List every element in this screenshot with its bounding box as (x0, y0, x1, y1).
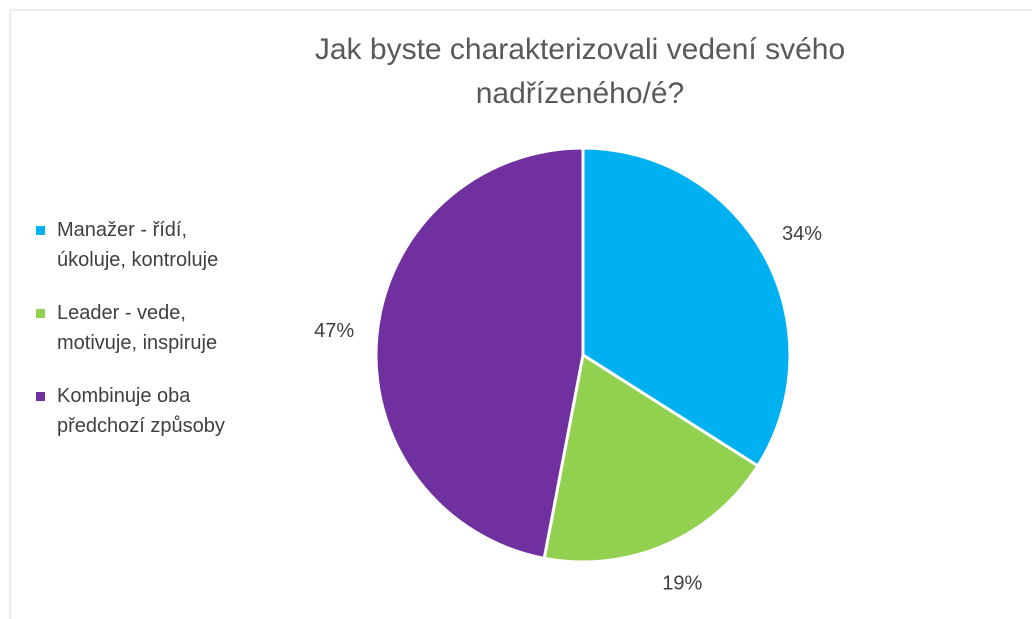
legend-item: Manažer - řídí, úkoluje, kontroluje (36, 215, 242, 275)
pie-slice (374, 146, 585, 561)
pie-slice (542, 352, 760, 564)
legend-label: Kombinuje oba předchozí způsoby (57, 385, 225, 437)
legend-label: Leader - vede, motivuje, inspiruje (57, 302, 218, 354)
data-label: 19% (662, 573, 702, 595)
legend-item: Kombinuje oba předchozí způsoby (36, 381, 242, 441)
chart-border (9, 9, 1032, 619)
legend-swatch (36, 392, 45, 401)
chart-title: Jak byste charakterizovali vedení svého … (314, 33, 846, 110)
legend: Manažer - řídí, úkoluje, kontroluje Leade… (36, 215, 246, 464)
legend-label: Manažer - řídí, úkoluje, kontroluje (57, 219, 219, 271)
data-label: 47% (314, 320, 354, 342)
data-label: 34% (782, 223, 822, 245)
legend-swatch (36, 226, 45, 235)
legend-item: Leader - vede, motivuje, inspiruje (36, 298, 242, 358)
legend-swatch (36, 309, 45, 318)
